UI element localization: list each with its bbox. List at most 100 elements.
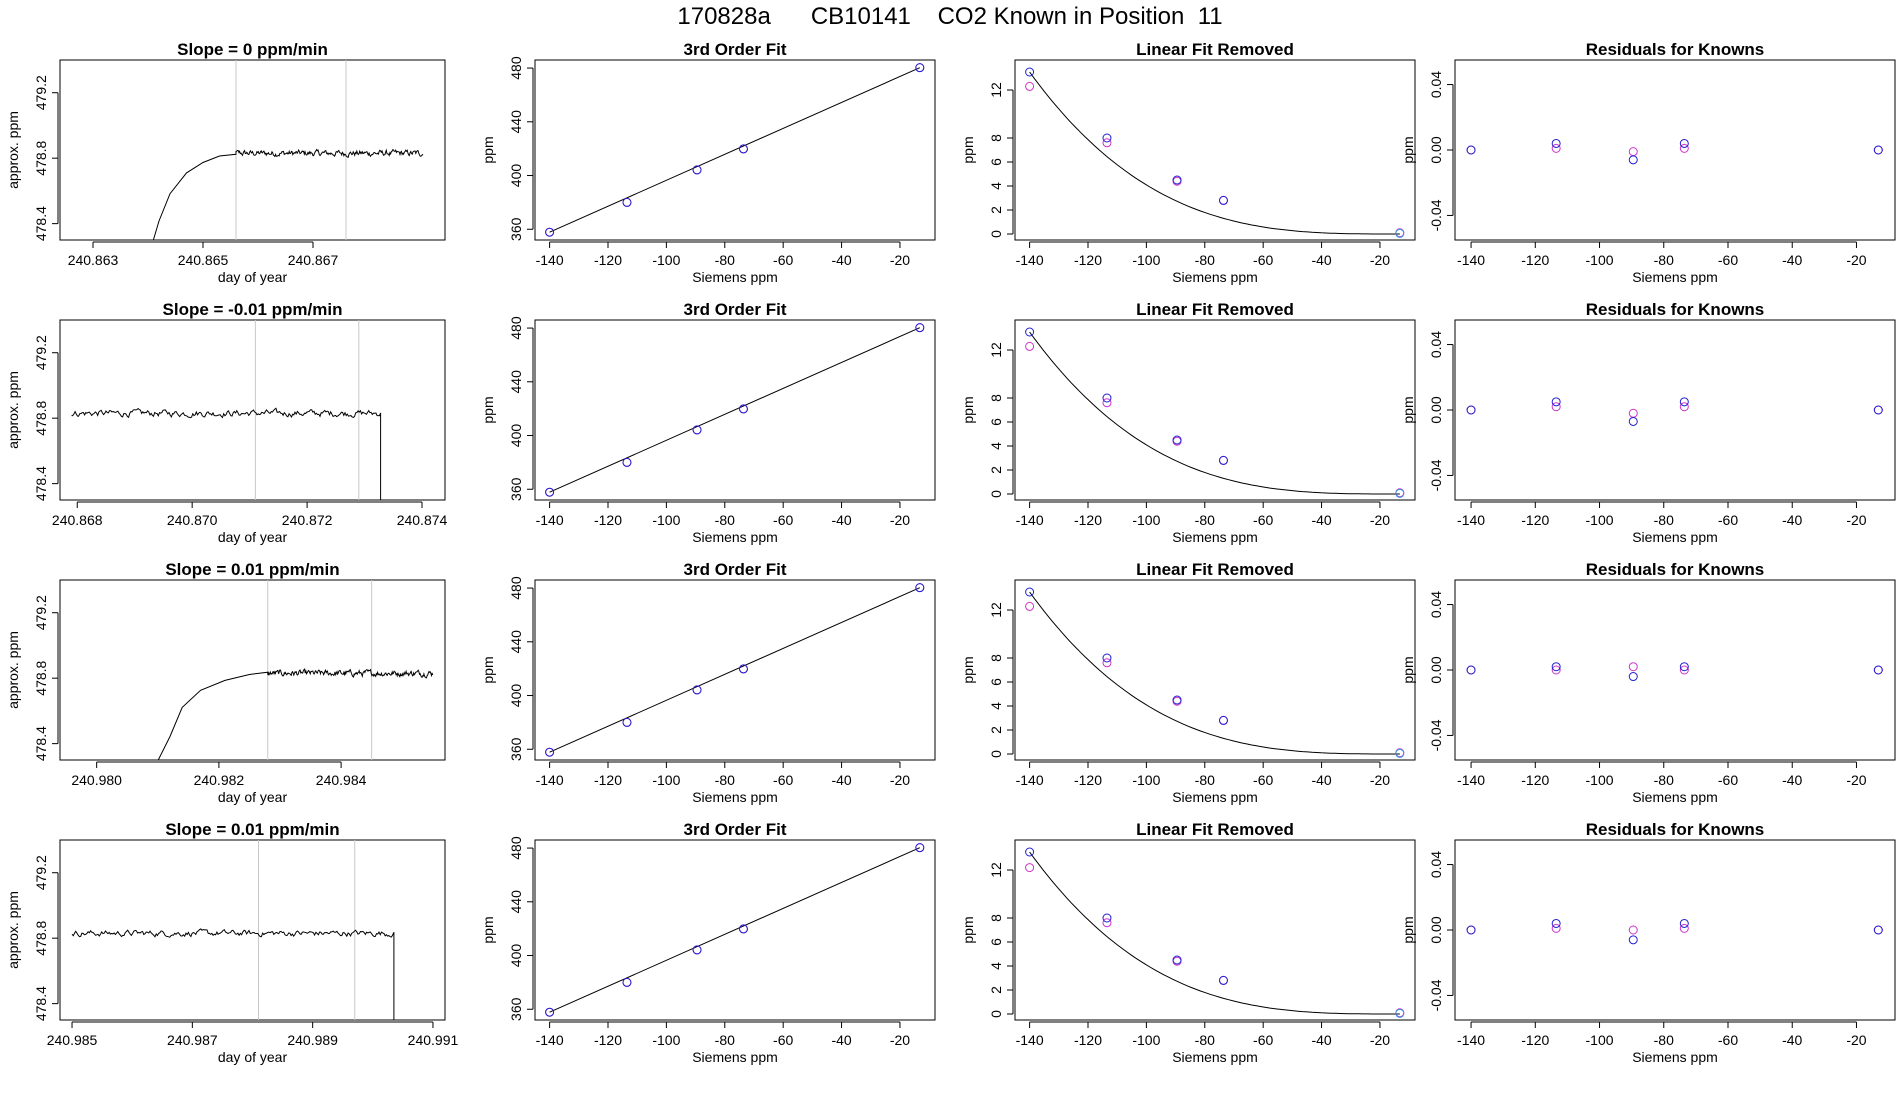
data-point-blue — [1551, 397, 1561, 407]
x-tick-label: -20 — [1846, 772, 1866, 788]
data-point-blue — [1395, 228, 1405, 238]
y-tick-label: 0 — [988, 1010, 1004, 1018]
x-tick-label: -100 — [652, 512, 680, 528]
chart-title: 3rd Order Fit — [684, 300, 787, 319]
data-point-blue — [1873, 405, 1883, 415]
x-tick-label: -40 — [1782, 512, 1802, 528]
fit-curve — [1029, 331, 1400, 495]
x-tick-label: -60 — [773, 772, 793, 788]
plot-area — [545, 843, 925, 1017]
y-tick-label: 478.8 — [33, 920, 49, 955]
data-point-magenta — [1102, 658, 1112, 668]
x-tick-label: 240.987 — [167, 1032, 218, 1048]
y-tick-label: 440 — [508, 890, 524, 914]
data-point-blue — [738, 144, 748, 154]
y-tick-label: 0 — [988, 490, 1004, 498]
fit-line — [549, 847, 921, 1013]
x-tick-label: 240.984 — [316, 772, 367, 788]
plot-frame — [1014, 579, 1416, 761]
x-tick-label: -80 — [1195, 512, 1215, 528]
data-point-blue — [1466, 145, 1476, 155]
chart-title: Linear Fit Removed — [1136, 820, 1294, 839]
plot-area — [1466, 138, 1883, 165]
data-point-blue — [1025, 327, 1035, 337]
x-axis-label: Siemens ppm — [1632, 529, 1718, 545]
x-axis-label: Siemens ppm — [1632, 1049, 1718, 1065]
y-tick-label: 360 — [508, 477, 524, 501]
chart-r2c1: 3rd Order Fit -140 -120 -100 -80 -60 -40 -20 360… — [480, 560, 936, 805]
x-tick-label: -40 — [1782, 252, 1802, 268]
x-tick-label: -120 — [1074, 252, 1102, 268]
data-point-magenta — [1102, 138, 1112, 148]
x-tick-label: -100 — [1132, 512, 1160, 528]
y-tick-label: 480 — [508, 56, 524, 80]
y-axis-label: ppm — [960, 396, 976, 423]
y-tick-label: 2 — [988, 466, 1004, 474]
y-axis-label: approx. ppm — [5, 891, 21, 969]
x-axis-label: day of year — [218, 529, 288, 545]
x-tick-label: 240.991 — [408, 1032, 459, 1048]
plot-area — [545, 63, 925, 237]
plot-frame — [59, 839, 446, 1021]
x-tick-label: -40 — [1782, 772, 1802, 788]
chart-title: Residuals for Knowns — [1586, 560, 1765, 579]
data-point-magenta — [1679, 143, 1689, 153]
x-tick-label: -60 — [773, 1032, 793, 1048]
data-point-blue — [622, 717, 632, 727]
fit-curve — [1029, 71, 1400, 235]
y-tick-label: -0.04 — [1428, 979, 1444, 1011]
data-point-magenta — [1102, 398, 1112, 408]
plot-area — [71, 320, 382, 500]
x-tick-label: -140 — [1016, 1032, 1044, 1048]
data-point-blue — [738, 924, 748, 934]
x-axis-label: Siemens ppm — [692, 1049, 778, 1065]
y-tick-label: 4 — [988, 702, 1004, 710]
y-tick-label: 440 — [508, 110, 524, 134]
data-point-magenta — [1628, 925, 1638, 935]
data-point-blue — [1395, 1008, 1405, 1018]
y-axis-label: ppm — [480, 396, 496, 423]
x-tick-label: -20 — [890, 252, 910, 268]
x-tick-label: 240.863 — [68, 252, 119, 268]
y-tick-label: 400 — [508, 684, 524, 708]
x-tick-label: -100 — [1586, 1032, 1614, 1048]
data-point-blue — [1873, 925, 1883, 935]
x-tick-label: -80 — [1654, 772, 1674, 788]
data-point-blue — [1873, 665, 1883, 675]
data-point-blue — [1679, 138, 1689, 148]
plot-area — [1466, 662, 1883, 682]
x-tick-label: -120 — [1521, 772, 1549, 788]
chart-title: Residuals for Knowns — [1586, 300, 1765, 319]
x-axis-label: Siemens ppm — [692, 269, 778, 285]
y-tick-label: 0.04 — [1428, 71, 1444, 98]
data-point-blue — [1218, 455, 1228, 465]
data-point-blue — [1025, 587, 1035, 597]
y-tick-label: 400 — [508, 424, 524, 448]
fit-line — [549, 587, 921, 753]
y-tick-label: 478.8 — [33, 660, 49, 695]
data-point-blue — [915, 323, 925, 333]
data-trace — [71, 928, 395, 1020]
y-tick-label: 0.00 — [1428, 136, 1444, 163]
x-axis-label: Siemens ppm — [1172, 269, 1258, 285]
x-tick-label: -20 — [890, 512, 910, 528]
data-point-blue — [915, 583, 925, 593]
data-point-magenta — [1679, 402, 1689, 412]
y-tick-label: 479.2 — [33, 335, 49, 370]
y-tick-label: 480 — [508, 836, 524, 860]
data-point-blue — [915, 63, 925, 73]
chart-r0c2: Linear Fit Removed -140 -120 -100 -80 -60 -40 -… — [960, 40, 1416, 285]
page-title: 170828a CB10141 CO2 Known in Position 11 — [677, 3, 1223, 30]
plot-area — [1025, 327, 1405, 498]
y-tick-label: 6 — [988, 418, 1004, 426]
chart-r2c0: Slope = 0.01 ppm/min 240.980 240.982 240.98… — [5, 560, 446, 805]
plot-frame — [534, 839, 936, 1021]
x-tick-label: -20 — [890, 1032, 910, 1048]
chart-r1c0: Slope = -0.01 ppm/min 240.868 240.870 240.8… — [5, 300, 448, 545]
data-point-magenta — [1628, 662, 1638, 672]
x-tick-label: -40 — [831, 772, 851, 788]
data-point-blue — [545, 487, 555, 497]
data-point-blue — [622, 457, 632, 467]
y-tick-label: 8 — [988, 914, 1004, 922]
x-tick-label: -40 — [1311, 512, 1331, 528]
